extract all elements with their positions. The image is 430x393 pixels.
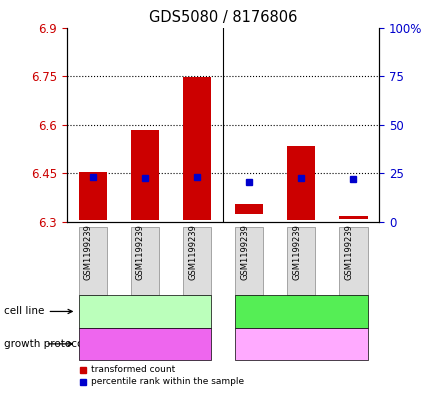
- Text: undifferentiated expanded in
Chang's media: undifferentiated expanded in Chang's med…: [89, 334, 200, 354]
- Bar: [78, 227, 107, 295]
- Bar: [234, 328, 367, 360]
- Text: growth protocol: growth protocol: [4, 339, 86, 349]
- Bar: [234, 227, 263, 295]
- Text: transformed count: transformed count: [90, 365, 175, 375]
- Bar: [78, 295, 211, 328]
- Bar: [130, 130, 159, 220]
- Text: GSM1199239: GSM1199239: [344, 224, 353, 285]
- Text: percentile rank within the sample: percentile rank within the sample: [90, 377, 243, 386]
- Text: GSM1199239: GSM1199239: [135, 224, 144, 280]
- Bar: [130, 227, 159, 295]
- Text: GSM1199233: GSM1199233: [187, 224, 197, 285]
- Text: de-differentiated expanded at
33C in RPMI-1640: de-differentiated expanded at 33C in RPM…: [243, 334, 358, 354]
- Text: GSM1199239: GSM1199239: [344, 224, 353, 280]
- Bar: [78, 172, 107, 220]
- Bar: [286, 146, 315, 220]
- Text: amniotic-fluid derived
hAKPC-P: amniotic-fluid derived hAKPC-P: [95, 302, 194, 321]
- Text: GSM1199237: GSM1199237: [240, 224, 249, 285]
- Text: GSM1199239: GSM1199239: [187, 224, 197, 280]
- Bar: [338, 216, 367, 219]
- Bar: [78, 328, 211, 360]
- Bar: [234, 295, 367, 328]
- Text: GSM1199239: GSM1199239: [240, 224, 249, 280]
- Text: GSM1199239: GSM1199239: [292, 224, 301, 280]
- Bar: [234, 204, 263, 214]
- Bar: [286, 227, 315, 295]
- Bar: [182, 227, 211, 295]
- Text: GSM1199232: GSM1199232: [135, 224, 144, 285]
- Text: GSM1199231: GSM1199231: [84, 224, 92, 285]
- Text: cell line: cell line: [4, 307, 72, 316]
- Bar: [182, 77, 211, 220]
- Text: GSM1199238: GSM1199238: [292, 224, 301, 285]
- Bar: [338, 227, 367, 295]
- Text: immortalized podocyte cell line
hIPod: immortalized podocyte cell line hIPod: [240, 302, 361, 321]
- Text: GSM1199239: GSM1199239: [84, 224, 92, 280]
- Title: GDS5080 / 8176806: GDS5080 / 8176806: [148, 10, 297, 25]
